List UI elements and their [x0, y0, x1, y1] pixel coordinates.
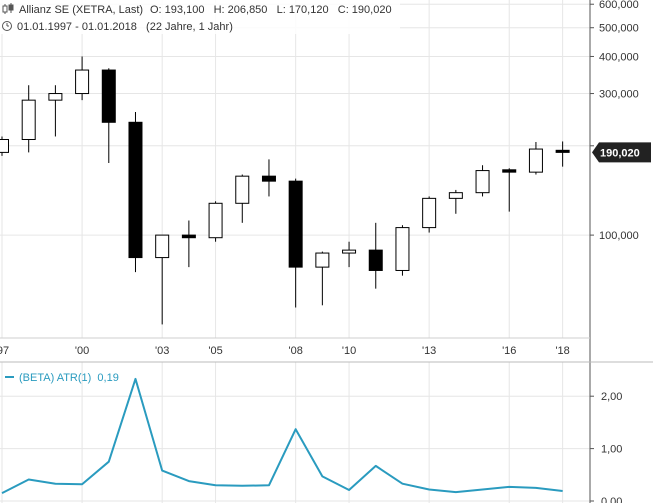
- atr-y-tick-label: 0,00: [601, 496, 622, 503]
- candle-body: [528, 148, 543, 173]
- ohlc-values: O: 193,100 H: 206,850 L: 170,120 C: 190,…: [150, 4, 392, 16]
- chart-type-icon[interactable]: [2, 3, 14, 14]
- y-tick-label: 500,000: [599, 23, 639, 35]
- candle-body: [448, 192, 463, 199]
- candle-body: [475, 170, 490, 194]
- atr-line: [1, 377, 563, 495]
- candle-body: [75, 69, 90, 95]
- grid-layer: [0, 0, 590, 503]
- x-tick-label: '03: [155, 345, 169, 357]
- atr-panel: [1, 377, 563, 495]
- last-price-badge: 190,020: [592, 142, 651, 163]
- atr-y-tick-label: 1,00: [601, 444, 622, 456]
- last-price-label: 190,020: [600, 147, 640, 159]
- price-panel: [0, 56, 570, 325]
- candle-body: [208, 202, 223, 239]
- x-tick-label: '00: [75, 345, 89, 357]
- candle-body: [0, 139, 9, 153]
- x-tick-label: '18: [555, 345, 569, 357]
- x-tick-label: '16: [502, 345, 516, 357]
- y-tick-label: 100,000: [599, 230, 639, 242]
- instrument-title: Allianz SE (XETRA, Last): [19, 4, 143, 16]
- candle-body: [368, 249, 383, 271]
- y-tick-label: 400,000: [599, 51, 639, 63]
- period-text: 01.01.1997 - 01.01.2018 (22 Jahre, 1 Jah…: [17, 21, 233, 33]
- x-tick-label: '13: [422, 345, 436, 357]
- candle-body: [101, 69, 116, 123]
- candle-body: [422, 197, 437, 229]
- atr-y-tick-label: 2,00: [601, 391, 622, 403]
- candle-body: [288, 180, 303, 268]
- candle-body: [395, 227, 410, 271]
- atr-legend-label: (BETA) ATR(1) 0,19: [19, 372, 119, 384]
- x-tick-label: '10: [342, 345, 356, 357]
- y-tick-label: 600,000: [599, 0, 639, 11]
- candle-body: [128, 121, 143, 259]
- candle-body: [21, 99, 36, 141]
- y-tick-label: 300,000: [599, 89, 639, 101]
- x-tick-label: '97: [0, 345, 9, 357]
- clock-icon: [2, 21, 12, 31]
- candle-body: [48, 93, 63, 101]
- candle-body: [261, 175, 276, 182]
- candle-body: [315, 252, 330, 268]
- candle-body: [502, 169, 517, 173]
- candle-body: [181, 234, 196, 239]
- candle-body: [555, 149, 570, 153]
- candle-body: [235, 175, 250, 204]
- atr-legend: (BETA) ATR(1) 0,19: [5, 372, 119, 384]
- x-tick-label: '08: [288, 345, 302, 357]
- candle-body: [342, 249, 357, 254]
- header: Allianz SE (XETRA, Last) O: 193,100 H: 2…: [0, 0, 400, 34]
- candle-body: [155, 234, 170, 259]
- x-tick-label: '05: [208, 345, 222, 357]
